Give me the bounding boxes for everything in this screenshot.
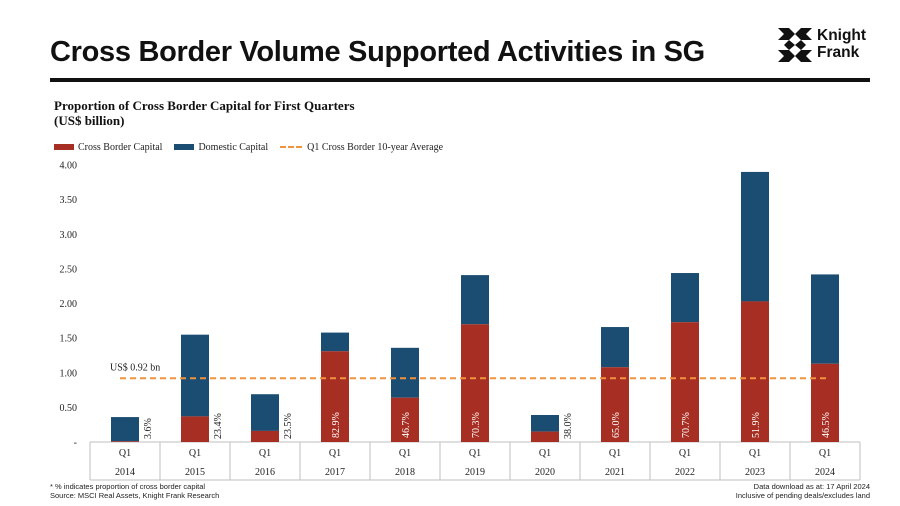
bar-domestic-2019 bbox=[461, 275, 489, 325]
legend-item-average: Q1 Cross Border 10-year Average bbox=[280, 142, 443, 153]
footnote-inclusion-note: Inclusive of pending deals/excludes land bbox=[735, 491, 870, 500]
proportion-label-2015: 23.4% bbox=[213, 413, 224, 439]
footnote-download-date: Data download as at: 17 April 2024 bbox=[753, 482, 870, 491]
x-tick-quarter-label: Q1 bbox=[819, 448, 831, 459]
title-rule bbox=[50, 78, 870, 82]
x-tick-year-label: 2018 bbox=[395, 467, 415, 478]
x-tick-quarter-label: Q1 bbox=[399, 448, 411, 459]
x-tick-quarter-label: Q1 bbox=[749, 448, 761, 459]
x-tick-year-label: 2019 bbox=[465, 467, 485, 478]
x-tick-quarter-label: Q1 bbox=[609, 448, 621, 459]
bar-cross-border-2017 bbox=[321, 351, 349, 442]
legend-item-cross-border: Cross Border Capital bbox=[54, 142, 162, 153]
x-tick-quarter-label: Q1 bbox=[329, 448, 341, 459]
y-tick-label: 3.50 bbox=[60, 195, 78, 206]
x-tick-quarter-label: Q1 bbox=[189, 448, 201, 459]
y-tick-label: 4.00 bbox=[60, 161, 78, 172]
y-tick-label: 1.00 bbox=[60, 368, 78, 379]
proportion-label-2023: 51.9% bbox=[751, 412, 762, 438]
bar-cross-border-2020 bbox=[531, 431, 559, 442]
x-tick-quarter-label: Q1 bbox=[119, 448, 131, 459]
footnote-proportion-note: * % indicates proportion of cross border… bbox=[50, 482, 206, 491]
bar-cross-border-2015 bbox=[181, 416, 209, 442]
bar-cross-border-2019 bbox=[461, 324, 489, 442]
proportion-label-2014: 3.6% bbox=[143, 418, 154, 439]
bar-domestic-2018 bbox=[391, 347, 419, 398]
y-tick-label: 0.50 bbox=[60, 403, 78, 414]
y-tick-label: 1.50 bbox=[60, 334, 78, 345]
footnote-right: Data download as at: 17 April 2024 Inclu… bbox=[736, 482, 870, 500]
x-tick-year-label: 2024 bbox=[815, 467, 835, 478]
footnote-left: * % indicates proportion of cross border… bbox=[50, 482, 219, 500]
legend-label-cross-border: Cross Border Capital bbox=[78, 141, 163, 153]
knight-frank-logo-mark-icon bbox=[778, 28, 812, 62]
knight-frank-logo: Knight Frank bbox=[778, 26, 873, 66]
bar-domestic-2020 bbox=[531, 414, 559, 432]
bar-cross-border-2016 bbox=[251, 430, 279, 442]
bar-domestic-2014 bbox=[111, 417, 139, 442]
bar-cross-border-2021 bbox=[601, 367, 629, 442]
x-tick-quarter-label: Q1 bbox=[259, 448, 271, 459]
x-tick-year-label: 2021 bbox=[605, 467, 625, 478]
chart-title: Proportion of Cross Border Capital for F… bbox=[54, 98, 355, 128]
proportion-label-2018: 46.7% bbox=[401, 412, 412, 438]
x-tick-quarter-label: Q1 bbox=[469, 448, 481, 459]
proportion-label-2024: 46.5% bbox=[821, 412, 832, 438]
average-line-label: US$ 0.92 bn bbox=[110, 362, 160, 373]
bar-cross-border-2024 bbox=[811, 363, 839, 442]
logo-line-1: Knight bbox=[817, 27, 867, 44]
chart-legend: Cross Border Capital Domestic Capital Q1… bbox=[54, 140, 455, 154]
chart-title-line-2: (US$ billion) bbox=[54, 113, 125, 128]
chart-title-line-1: Proportion of Cross Border Capital for F… bbox=[54, 98, 355, 113]
legend-label-average: Q1 Cross Border 10-year Average bbox=[307, 141, 444, 153]
bar-cross-border-2014 bbox=[111, 441, 139, 442]
x-tick-year-label: 2014 bbox=[115, 467, 135, 478]
proportion-label-2016: 23.5% bbox=[283, 413, 294, 439]
bar-domestic-2024 bbox=[811, 274, 839, 364]
x-tick-year-label: 2015 bbox=[185, 467, 205, 478]
bar-domestic-2021 bbox=[601, 327, 629, 368]
x-tick-year-label: 2022 bbox=[675, 467, 695, 478]
legend-swatch-cross-border bbox=[54, 144, 74, 150]
x-tick-year-label: 2016 bbox=[255, 467, 275, 478]
logo-wordmark: Knight Frank bbox=[817, 27, 866, 61]
y-tick-label: - bbox=[74, 438, 77, 449]
x-tick-year-label: 2020 bbox=[535, 467, 555, 478]
proportion-label-2022: 70.7% bbox=[681, 412, 692, 438]
x-tick-quarter-label: Q1 bbox=[539, 448, 551, 459]
y-tick-label: 3.00 bbox=[60, 230, 78, 241]
bar-cross-border-2023 bbox=[741, 301, 769, 442]
y-tick-label: 2.50 bbox=[60, 264, 78, 275]
legend-swatch-average bbox=[280, 146, 303, 148]
x-tick-quarter-label: Q1 bbox=[679, 448, 691, 459]
legend-item-domestic: Domestic Capital bbox=[174, 142, 268, 153]
bar-domestic-2017 bbox=[321, 332, 349, 352]
bar-domestic-2023 bbox=[741, 171, 769, 302]
bar-cross-border-2022 bbox=[671, 322, 699, 442]
proportion-label-2021: 65.0% bbox=[611, 412, 622, 438]
x-tick-year-label: 2017 bbox=[325, 467, 345, 478]
x-tick-year-label: 2023 bbox=[745, 467, 765, 478]
logo-line-2: Frank bbox=[817, 44, 860, 61]
legend-swatch-domestic bbox=[174, 144, 195, 150]
proportion-label-2017: 82.9% bbox=[331, 412, 342, 438]
y-tick-label: 2.00 bbox=[60, 299, 78, 310]
footnote-source: Source: MSCI Real Assets, Knight Frank R… bbox=[50, 491, 220, 500]
legend-label-domestic: Domestic Capital bbox=[198, 141, 269, 153]
bar-domestic-2015 bbox=[181, 334, 209, 417]
proportion-label-2020: 38.0% bbox=[563, 413, 574, 439]
bar-domestic-2022 bbox=[671, 273, 699, 323]
proportion-label-2019: 70.3% bbox=[471, 412, 482, 438]
bar-cross-border-2018 bbox=[391, 397, 419, 442]
page-title: Cross Border Volume Supported Activities… bbox=[50, 36, 705, 68]
bar-domestic-2016 bbox=[251, 394, 279, 431]
